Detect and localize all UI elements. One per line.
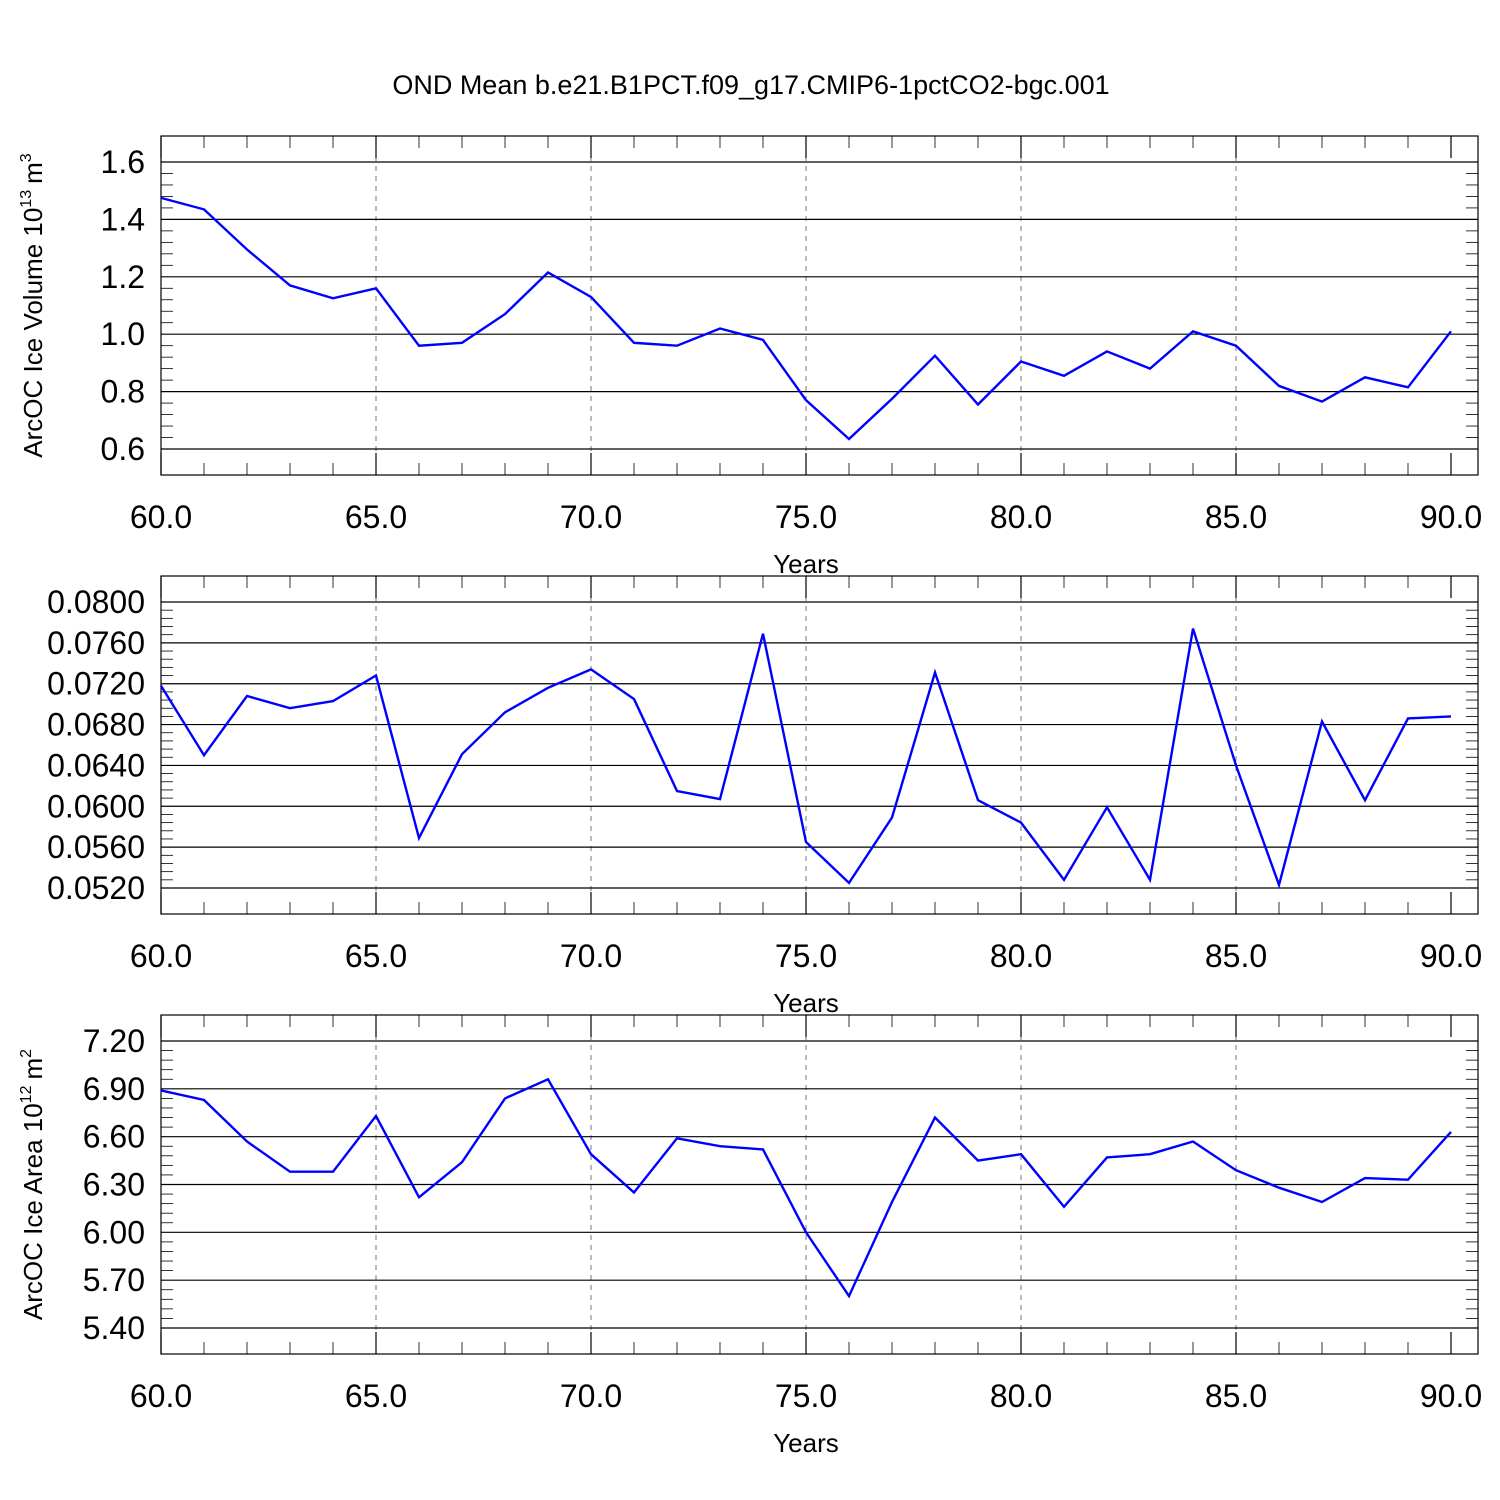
x-tick-label: 65.0 bbox=[345, 938, 407, 974]
y-tick-label: 0.0560 bbox=[47, 829, 145, 865]
x-tick-label: 60.0 bbox=[130, 938, 192, 974]
y-tick-label: 5.40 bbox=[83, 1310, 145, 1346]
panel-2: 0.0520 0.0560 0.0600 0.0640 0.0680 0.0720 0.07… bbox=[47, 575, 1482, 1018]
x-tick-label: 85.0 bbox=[1205, 499, 1267, 535]
x-tick-label: 60.0 bbox=[130, 499, 192, 535]
y-tick-label: 6.00 bbox=[83, 1214, 145, 1250]
x-tick-label: 75.0 bbox=[775, 499, 837, 535]
x-tick-label: 80.0 bbox=[990, 938, 1052, 974]
panel-3: 5.40 5.70 6.00 6.30 6.60 6.90 7.20 60.0 65.0 70.0… bbox=[18, 1014, 1482, 1458]
y-tick-label: 0.0760 bbox=[47, 625, 145, 661]
x-axis-label: Years bbox=[773, 988, 839, 1018]
x-tick-label: 60.0 bbox=[130, 1378, 192, 1414]
series-line bbox=[160, 1077, 1452, 1299]
x-tick-label: 85.0 bbox=[1205, 938, 1267, 974]
y-tick-label: 5.70 bbox=[83, 1262, 145, 1298]
y-tick-label: 6.60 bbox=[83, 1119, 145, 1155]
y-tick-label: 0.0720 bbox=[47, 666, 145, 702]
x-tick-label: 75.0 bbox=[775, 938, 837, 974]
plot-frame bbox=[160, 575, 1479, 915]
x-axis-label: Years bbox=[773, 1428, 839, 1458]
x-tick-label: 90.0 bbox=[1420, 1378, 1482, 1414]
x-tick-label: 70.0 bbox=[560, 499, 622, 535]
y-axis-label: ArcOC Ice Volume 1013m3 bbox=[18, 153, 48, 457]
y-tick-label: 1.4 bbox=[101, 201, 145, 237]
y-tick-label: 0.0640 bbox=[47, 747, 145, 783]
y-axis-label: ArcOC Ice Area 1012m2 bbox=[18, 1049, 48, 1320]
y-tick-label: 1.2 bbox=[101, 259, 145, 295]
y-tick-label: 0.0600 bbox=[47, 788, 145, 824]
x-tick-label: 80.0 bbox=[990, 499, 1052, 535]
panel-1: 0.6 0.8 1.0 1.2 1.4 1.6 60.0 65.0 70.0 75.0 80.0 85… bbox=[18, 135, 1482, 579]
x-tick-label: 65.0 bbox=[345, 499, 407, 535]
x-axis-label: Years bbox=[773, 549, 839, 579]
x-tick-label: 70.0 bbox=[560, 938, 622, 974]
x-tick-label: 75.0 bbox=[775, 1378, 837, 1414]
panels: 0.6 0.8 1.0 1.2 1.4 1.6 60.0 65.0 70.0 75.0 80.0 85… bbox=[18, 135, 1482, 1458]
x-tick-label: 85.0 bbox=[1205, 1378, 1267, 1414]
y-tick-label: 0.0680 bbox=[47, 707, 145, 743]
y-tick-label: 6.90 bbox=[83, 1071, 145, 1107]
plot-frame bbox=[160, 135, 1479, 476]
y-tick-label: 0.0520 bbox=[47, 870, 145, 906]
y-tick-label: 0.8 bbox=[101, 374, 145, 410]
y-tick-label: 1.0 bbox=[101, 316, 145, 352]
series-line bbox=[160, 196, 1452, 441]
y-tick-label: 0.0800 bbox=[47, 584, 145, 620]
y-tick-label: 0.6 bbox=[101, 431, 145, 467]
x-tick-label: 80.0 bbox=[990, 1378, 1052, 1414]
x-tick-label: 65.0 bbox=[345, 1378, 407, 1414]
y-tick-label: 1.6 bbox=[101, 144, 145, 180]
x-tick-label: 70.0 bbox=[560, 1378, 622, 1414]
series-line bbox=[159, 628, 1452, 889]
y-tick-label: 6.30 bbox=[83, 1167, 145, 1203]
y-tick-label: 7.20 bbox=[83, 1023, 145, 1059]
x-tick-label: 90.0 bbox=[1420, 499, 1482, 535]
x-tick-label: 90.0 bbox=[1420, 938, 1482, 974]
figure-title: OND Mean b.e21.B1PCT.f09_g17.CMIP6-1pctC… bbox=[392, 70, 1109, 100]
